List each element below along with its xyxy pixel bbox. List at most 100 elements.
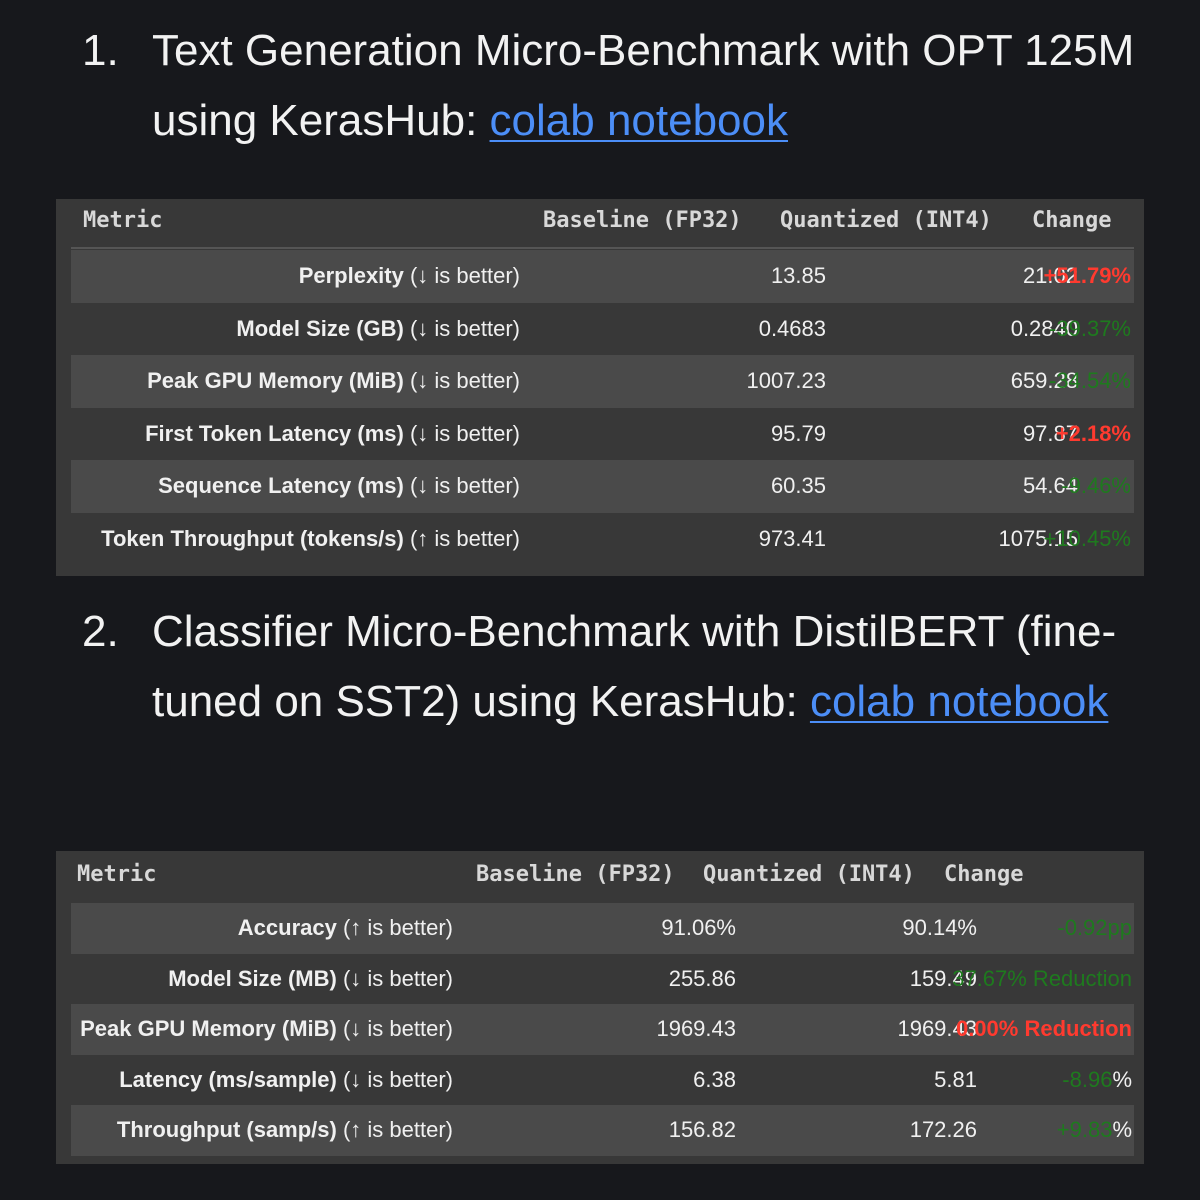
metric-note: (↓ is better): [336, 1066, 453, 1092]
change-value: +51.79%: [1043, 263, 1131, 288]
table-row: Accuracy (↑ is better) 91.06% 90.14% -0.92p…: [71, 903, 1134, 954]
change-value: -39.37%: [1049, 315, 1131, 341]
baseline-value: 973.41: [758, 525, 826, 551]
change-value: 0.00% Reduction: [955, 1016, 1132, 1041]
change-cell: +2.18%: [1056, 408, 1131, 461]
metric-cell: Model Size (MB) (↓ is better): [71, 954, 453, 1005]
baseline-value: 6.38: [693, 1066, 736, 1092]
change-cell: 0.00% Reduction: [956, 1004, 1132, 1055]
change-value: -34.54%: [1049, 368, 1131, 393]
header-change: Change: [1032, 208, 1112, 233]
change-value: 37.67% Reduction: [952, 965, 1132, 991]
metric-name: Throughput (samp/s): [116, 1117, 337, 1142]
quantized-value: 159.49: [909, 965, 977, 991]
quantized-value: 97.87: [1022, 420, 1078, 446]
table-1: Metric Baseline (FP32) Quantized (INT4) …: [56, 199, 1144, 576]
metric-note: (↓ is better): [403, 315, 520, 341]
table-row: Token Throughput (tokens/s) (↑ is better…: [71, 513, 1134, 566]
change-cell: -34.54%: [1049, 355, 1131, 408]
table-row: Peak GPU Memory (MiB) (↓ is better) 1007.…: [71, 355, 1134, 408]
change-cell: +9.83%: [1057, 1105, 1132, 1156]
table-row: Throughput (samp/s) (↑ is better) 156.82 1…: [71, 1105, 1134, 1156]
metric-cell: Peak GPU Memory (MiB) (↓ is better): [71, 355, 520, 408]
quantized-value: 54.64: [1022, 473, 1078, 498]
header-baseline: Baseline (FP32): [476, 862, 675, 887]
metric-cell: Accuracy (↑ is better): [71, 903, 453, 954]
change-cell: -9.46%: [1061, 460, 1131, 513]
metric-name: Perplexity: [298, 263, 404, 288]
metric-cell: First Token Latency (ms) (↓ is better): [71, 408, 520, 461]
metric-cell: Throughput (samp/s) (↑ is better): [71, 1105, 453, 1156]
metric-name: Latency (ms/sample): [119, 1066, 337, 1092]
baseline-value: 95.79: [770, 420, 826, 446]
baseline-value: 1007.23: [746, 368, 826, 393]
table-row: Perplexity (↓ is better) 13.85 21.02 +51.79…: [71, 250, 1134, 303]
quantized-value: 90.14%: [902, 915, 977, 940]
quantized-value: 172.26: [909, 1117, 977, 1142]
baseline-value: 255.86: [668, 965, 736, 991]
header-divider: [71, 247, 1134, 249]
change-cell: +51.79%: [1044, 250, 1131, 303]
baseline-value: 1969.43: [656, 1016, 736, 1041]
table-1-header: Metric Baseline (FP32) Quantized (INT4) …: [56, 199, 1144, 247]
metric-name: Model Size (GB): [236, 315, 404, 341]
change-value: +2.18%: [1055, 420, 1131, 446]
metric-name: Peak GPU Memory (MiB): [147, 368, 404, 393]
metric-name: Model Size (MB): [168, 965, 337, 991]
quantized-value: 1969.43: [897, 1016, 977, 1041]
table-row: First Token Latency (ms) (↓ is better) 95…: [71, 408, 1134, 461]
section-1-title: Text Generation Micro-Benchmark with OPT…: [152, 16, 1142, 156]
section-2-title-text: Classifier Micro-Benchmark with DistilBE…: [152, 607, 1117, 726]
metric-cell: Model Size (GB) (↓ is better): [71, 303, 520, 356]
change-cell: -39.37%: [1049, 303, 1131, 356]
metric-name: Sequence Latency (ms): [158, 473, 404, 498]
section-2-colab-link[interactable]: colab notebook: [809, 677, 1109, 726]
table-row: Model Size (GB) (↓ is better) 0.4683 0.284…: [71, 303, 1134, 356]
baseline-value: 91.06%: [661, 915, 736, 940]
metric-cell: Sequence Latency (ms) (↓ is better): [71, 460, 520, 513]
baseline-value: 13.85: [770, 263, 826, 288]
metric-cell: Perplexity (↓ is better): [71, 250, 520, 303]
section-1-colab-link[interactable]: colab notebook: [489, 96, 788, 145]
metric-note: (↓ is better): [336, 965, 453, 991]
section-2-title: Classifier Micro-Benchmark with DistilBE…: [152, 597, 1142, 737]
metric-cell: Peak GPU Memory (MiB) (↓ is better): [71, 1004, 453, 1055]
metric-note: (↓ is better): [403, 368, 520, 393]
change-value: -9.46%: [1061, 473, 1131, 498]
change-suffix: %: [1112, 1117, 1132, 1142]
header-change: Change: [944, 862, 1024, 887]
change-value: +9.83: [1056, 1117, 1113, 1142]
change-cell: -0.92pp: [1057, 903, 1132, 954]
baseline-value: 0.4683: [758, 315, 826, 341]
table-row: Peak GPU Memory (MiB) (↓ is better) 1969.…: [71, 1004, 1134, 1055]
metric-note: (↑ is better): [336, 1117, 453, 1142]
quantized-value: 5.81: [934, 1066, 977, 1092]
metric-note: (↓ is better): [336, 1016, 453, 1041]
metric-name: Token Throughput (tokens/s): [101, 525, 404, 551]
change-suffix: %: [1112, 1066, 1132, 1092]
section-2-heading: 2. Classifier Micro-Benchmark with Disti…: [82, 597, 1142, 737]
metric-name: First Token Latency (ms): [145, 420, 404, 446]
metric-name: Accuracy: [237, 915, 337, 940]
metric-cell: Token Throughput (tokens/s) (↑ is better…: [71, 513, 520, 566]
change-cell: -8.96%: [1062, 1055, 1132, 1106]
quantized-value: 659.28: [1010, 368, 1078, 393]
quantized-value: 21.02: [1022, 263, 1078, 288]
quantized-value: 0.2840: [1010, 315, 1078, 341]
change-value: -8.96: [1062, 1066, 1113, 1092]
metric-note: (↓ is better): [403, 473, 520, 498]
section-1-title-text: Text Generation Micro-Benchmark with OPT…: [152, 26, 1135, 145]
baseline-value: 60.35: [770, 473, 826, 498]
table-2: Metric Baseline (FP32) Quantized (INT4) …: [56, 851, 1144, 1164]
section-2-number: 2.: [82, 607, 119, 656]
header-quantized: Quantized (INT4): [780, 208, 992, 233]
change-cell: 37.67% Reduction: [952, 954, 1132, 1005]
header-baseline: Baseline (FP32): [543, 208, 742, 233]
change-value: +10.45%: [1043, 525, 1131, 551]
metric-note: (↑ is better): [336, 915, 453, 940]
header-quantized: Quantized (INT4): [703, 862, 915, 887]
header-metric: Metric: [83, 208, 163, 233]
table-2-header: Metric Baseline (FP32) Quantized (INT4) …: [56, 851, 1144, 901]
metric-note: (↓ is better): [403, 420, 520, 446]
section-1-number: 1.: [82, 26, 119, 75]
